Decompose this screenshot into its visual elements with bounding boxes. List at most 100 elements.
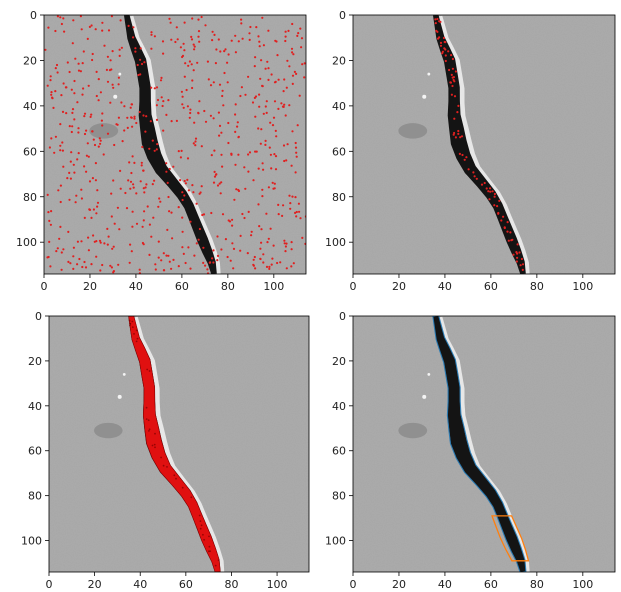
- scatter-point: [110, 15, 113, 18]
- scatter-point: [62, 82, 65, 85]
- scatter-point: [112, 86, 115, 89]
- scatter-point: [219, 192, 222, 195]
- scatter-point: [46, 84, 49, 87]
- segmentation-detail: [207, 550, 210, 553]
- segmentation-detail: [208, 535, 210, 538]
- y-tick-label: 20: [23, 54, 37, 67]
- scatter-point: [244, 93, 247, 96]
- scatter-point: [136, 63, 139, 67]
- scatter-point: [148, 147, 151, 150]
- scatter-point: [59, 200, 62, 204]
- image-grain: [353, 15, 615, 274]
- segmentation-detail: [148, 430, 150, 432]
- scatter-point: [106, 227, 109, 230]
- scatter-point: [452, 76, 455, 79]
- scatter-point: [226, 255, 229, 259]
- scatter-point: [269, 121, 272, 124]
- y-tick-label: 60: [28, 445, 42, 458]
- scatter-point: [74, 201, 77, 204]
- scatter-point: [511, 238, 514, 241]
- scatter-point: [151, 139, 154, 142]
- scatter-point: [200, 185, 203, 188]
- scatter-point: [144, 130, 147, 133]
- scatter-point: [138, 268, 141, 271]
- scatter-point: [215, 48, 218, 51]
- scatter-point: [126, 116, 129, 119]
- scatter-point: [59, 149, 62, 152]
- scatter-point: [272, 244, 275, 247]
- scatter-point: [453, 80, 456, 83]
- scatter-point: [117, 76, 120, 79]
- scatter-point: [119, 169, 122, 172]
- scatter-point: [68, 198, 71, 201]
- scatter-point: [261, 188, 264, 191]
- x-tick-label: 40: [133, 578, 147, 591]
- scatter-point: [110, 192, 113, 195]
- scatter-point: [77, 131, 80, 134]
- scatter-point: [184, 62, 187, 65]
- scatter-point: [162, 52, 165, 55]
- scatter-point: [117, 263, 120, 266]
- scatter-point: [83, 112, 87, 115]
- scatter-point: [191, 184, 194, 187]
- scatter-point: [142, 243, 145, 246]
- scatter-point: [62, 248, 65, 251]
- scatter-point: [521, 263, 525, 266]
- scatter-point: [168, 210, 171, 213]
- scatter-point: [261, 162, 264, 165]
- scatter-point: [150, 86, 153, 89]
- scatter-point: [73, 79, 76, 83]
- scatter-point: [197, 18, 200, 21]
- scatter-point: [165, 162, 168, 165]
- scatter-point: [56, 71, 59, 74]
- scatter-point: [231, 242, 234, 245]
- y-tick-label: 60: [332, 445, 346, 458]
- scatter-point: [77, 152, 80, 155]
- scatter-point: [186, 105, 189, 108]
- scatter-point: [507, 239, 510, 242]
- scatter-point: [106, 243, 109, 246]
- scatter-point: [91, 130, 94, 133]
- scatter-point: [220, 131, 223, 134]
- scatter-point: [282, 144, 286, 147]
- scatter-point: [69, 160, 72, 163]
- scatter-point: [219, 50, 222, 53]
- scatter-point: [222, 104, 225, 107]
- crack-highlight: [435, 15, 530, 274]
- segmentation-detail: [135, 329, 138, 332]
- scatter-point: [112, 245, 115, 248]
- scatter-point: [168, 167, 171, 171]
- scatter-point: [60, 94, 63, 97]
- scatter-point: [264, 105, 267, 108]
- scatter-point: [183, 49, 186, 52]
- scatter-point: [194, 137, 198, 140]
- crack-image: [44, 15, 306, 274]
- scatter-point: [283, 242, 286, 245]
- y-tick-label: 40: [332, 400, 346, 413]
- scatter-point: [75, 194, 78, 197]
- scatter-point: [161, 104, 164, 108]
- scatter-point: [261, 195, 264, 198]
- scatter-point: [181, 103, 184, 106]
- scatter-point: [209, 114, 212, 117]
- scatter-point: [82, 87, 85, 90]
- scatter-point: [183, 194, 186, 197]
- scatter-point: [268, 267, 271, 270]
- scatter-point: [269, 153, 272, 156]
- scatter-point: [121, 140, 124, 143]
- scatter-point: [500, 219, 503, 222]
- scatter-point: [257, 167, 260, 170]
- scatter-point: [210, 211, 213, 215]
- scatter-point: [92, 234, 95, 237]
- scatter-point: [237, 188, 240, 192]
- scatter-point: [131, 125, 134, 128]
- scatter-point: [109, 59, 112, 62]
- scatter-point: [92, 138, 95, 141]
- scatter-point: [277, 107, 280, 110]
- scatter-point: [97, 78, 100, 81]
- scatter-point: [133, 161, 136, 164]
- scatter-point: [187, 64, 190, 67]
- scatter-point: [182, 42, 185, 45]
- scatter-point: [234, 34, 237, 37]
